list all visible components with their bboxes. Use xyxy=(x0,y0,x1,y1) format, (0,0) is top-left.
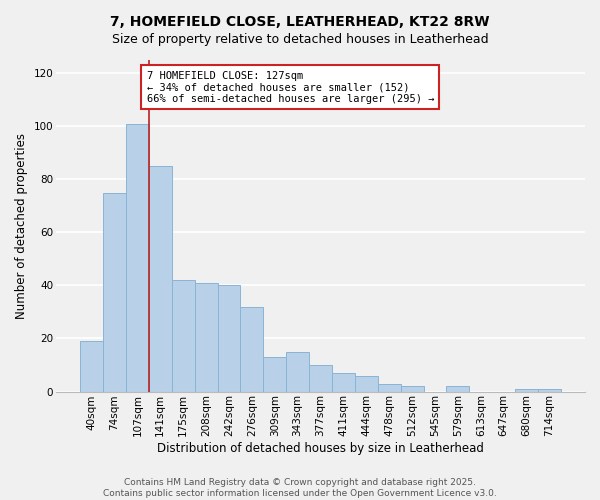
Text: 7, HOMEFIELD CLOSE, LEATHERHEAD, KT22 8RW: 7, HOMEFIELD CLOSE, LEATHERHEAD, KT22 8R… xyxy=(110,15,490,29)
Y-axis label: Number of detached properties: Number of detached properties xyxy=(15,133,28,319)
Bar xyxy=(401,386,424,392)
Bar xyxy=(286,352,309,392)
X-axis label: Distribution of detached houses by size in Leatherhead: Distribution of detached houses by size … xyxy=(157,442,484,455)
Bar xyxy=(515,389,538,392)
Bar xyxy=(172,280,194,392)
Bar xyxy=(241,306,263,392)
Bar xyxy=(446,386,469,392)
Bar xyxy=(194,283,218,392)
Bar xyxy=(218,286,241,392)
Bar xyxy=(149,166,172,392)
Text: Contains HM Land Registry data © Crown copyright and database right 2025.
Contai: Contains HM Land Registry data © Crown c… xyxy=(103,478,497,498)
Text: Size of property relative to detached houses in Leatherhead: Size of property relative to detached ho… xyxy=(112,32,488,46)
Bar xyxy=(103,192,126,392)
Bar xyxy=(126,124,149,392)
Text: 7 HOMEFIELD CLOSE: 127sqm
← 34% of detached houses are smaller (152)
66% of semi: 7 HOMEFIELD CLOSE: 127sqm ← 34% of detac… xyxy=(146,70,434,104)
Bar xyxy=(309,365,332,392)
Bar xyxy=(355,376,378,392)
Bar xyxy=(263,357,286,392)
Bar xyxy=(378,384,401,392)
Bar xyxy=(538,389,561,392)
Bar xyxy=(332,373,355,392)
Bar xyxy=(80,341,103,392)
